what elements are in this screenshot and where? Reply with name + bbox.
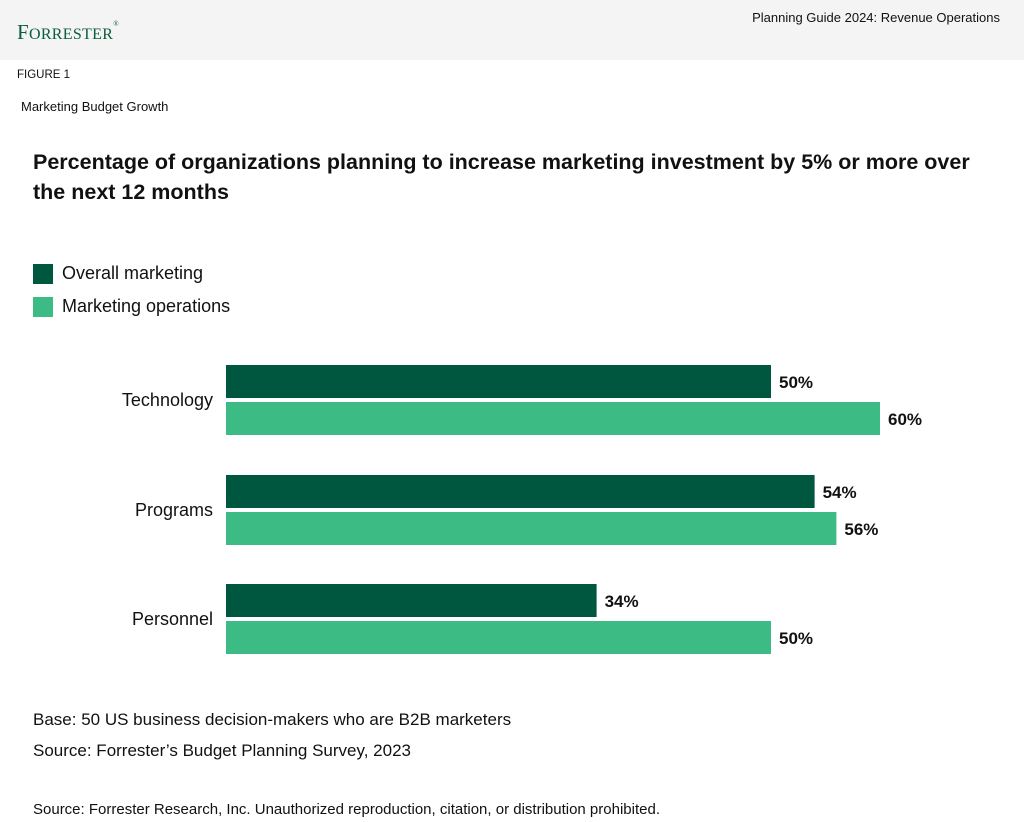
bar-programs-overall [226, 475, 815, 508]
source-note: Source: Forrester’s Budget Planning Surv… [33, 741, 411, 760]
value-label: 54% [823, 483, 857, 502]
category-label: Programs [135, 500, 213, 520]
legend-label: Marketing operations [62, 296, 231, 316]
header: FORRESTER® Planning Guide 2024: Revenue … [0, 0, 1024, 60]
bar-programs-operations [226, 512, 837, 545]
value-label: 56% [844, 520, 878, 539]
value-label: 50% [779, 629, 813, 648]
bar-personnel-overall [226, 584, 597, 617]
bar-technology-overall [226, 365, 771, 398]
legend-label: Overall marketing [62, 263, 204, 283]
legend-overall: Overall marketing [33, 263, 203, 284]
legend-swatch-operations [33, 296, 53, 317]
figure-subtitle: Marketing Budget Growth [21, 99, 169, 114]
chart-title: Percentage of organizations planning to … [33, 150, 970, 204]
category-label: Personnel [132, 609, 213, 629]
value-label: 50% [779, 373, 813, 392]
bar-personnel-operations [226, 621, 771, 654]
figure-label: FIGURE 1 [17, 69, 71, 81]
bar-technology-operations [226, 402, 880, 435]
legend-operations: Marketing operations [33, 296, 230, 317]
copyright-note: Source: Forrester Research, Inc. Unautho… [33, 801, 660, 818]
base-note: Base: 50 US business decision-makers who… [33, 710, 512, 729]
legend-swatch-overall [33, 263, 53, 284]
guide-title: Planning Guide 2024: Revenue Operations [752, 10, 1000, 25]
category-label: Technology [122, 390, 213, 410]
forrester-logo: FORRESTER® [17, 20, 119, 44]
value-label: 34% [605, 592, 639, 611]
value-label: 60% [888, 410, 922, 429]
